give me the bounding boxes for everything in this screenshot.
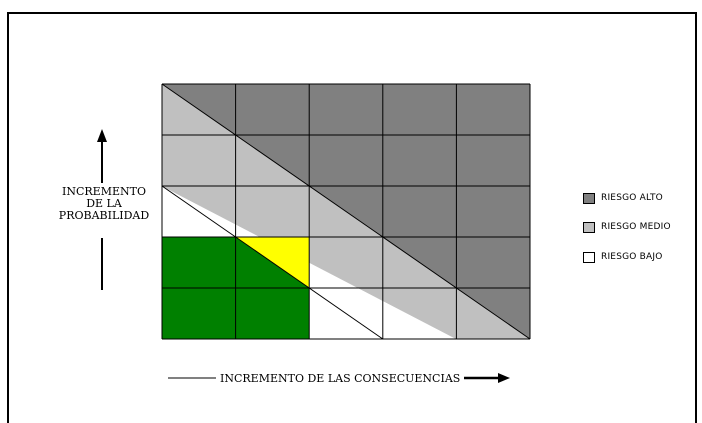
matrix-grid [161,83,531,340]
legend-label-medio: RIESGO MEDIO [601,222,671,232]
x-axis-label: INCREMENTO DE LAS CONSECUENCIAS [220,372,461,385]
y-axis-label: INCREMENTO DE LA PROBABILIDAD [44,186,164,222]
x-axis-arrow [168,373,510,383]
diagonal-upper [161,83,531,340]
x-arrow-head [498,373,510,383]
figure-frame [7,12,697,423]
y-axis-arrow [97,129,107,290]
legend-label-bajo: RIESGO BAJO [601,252,663,262]
legend-swatch-bajo [583,251,595,263]
diagonal-lower [161,185,384,340]
y-axis-label-line-3: PROBABILIDAD [58,209,150,222]
y-arrow-head [97,129,107,142]
legend-item-riesgo-bajo: RIESGO BAJO [583,250,663,264]
y-axis-label-line-2: DE LA [86,197,122,210]
matrix-diagonals [161,83,531,340]
legend-swatch-alto [583,192,595,204]
legend-swatch-medio [583,221,595,233]
legend-label-alto: RIESGO ALTO [601,193,663,203]
legend-item-riesgo-alto: RIESGO ALTO [583,191,663,205]
legend-item-riesgo-medio: RIESGO MEDIO [583,220,671,234]
y-axis-label-line-1: INCREMENTO [62,185,146,198]
